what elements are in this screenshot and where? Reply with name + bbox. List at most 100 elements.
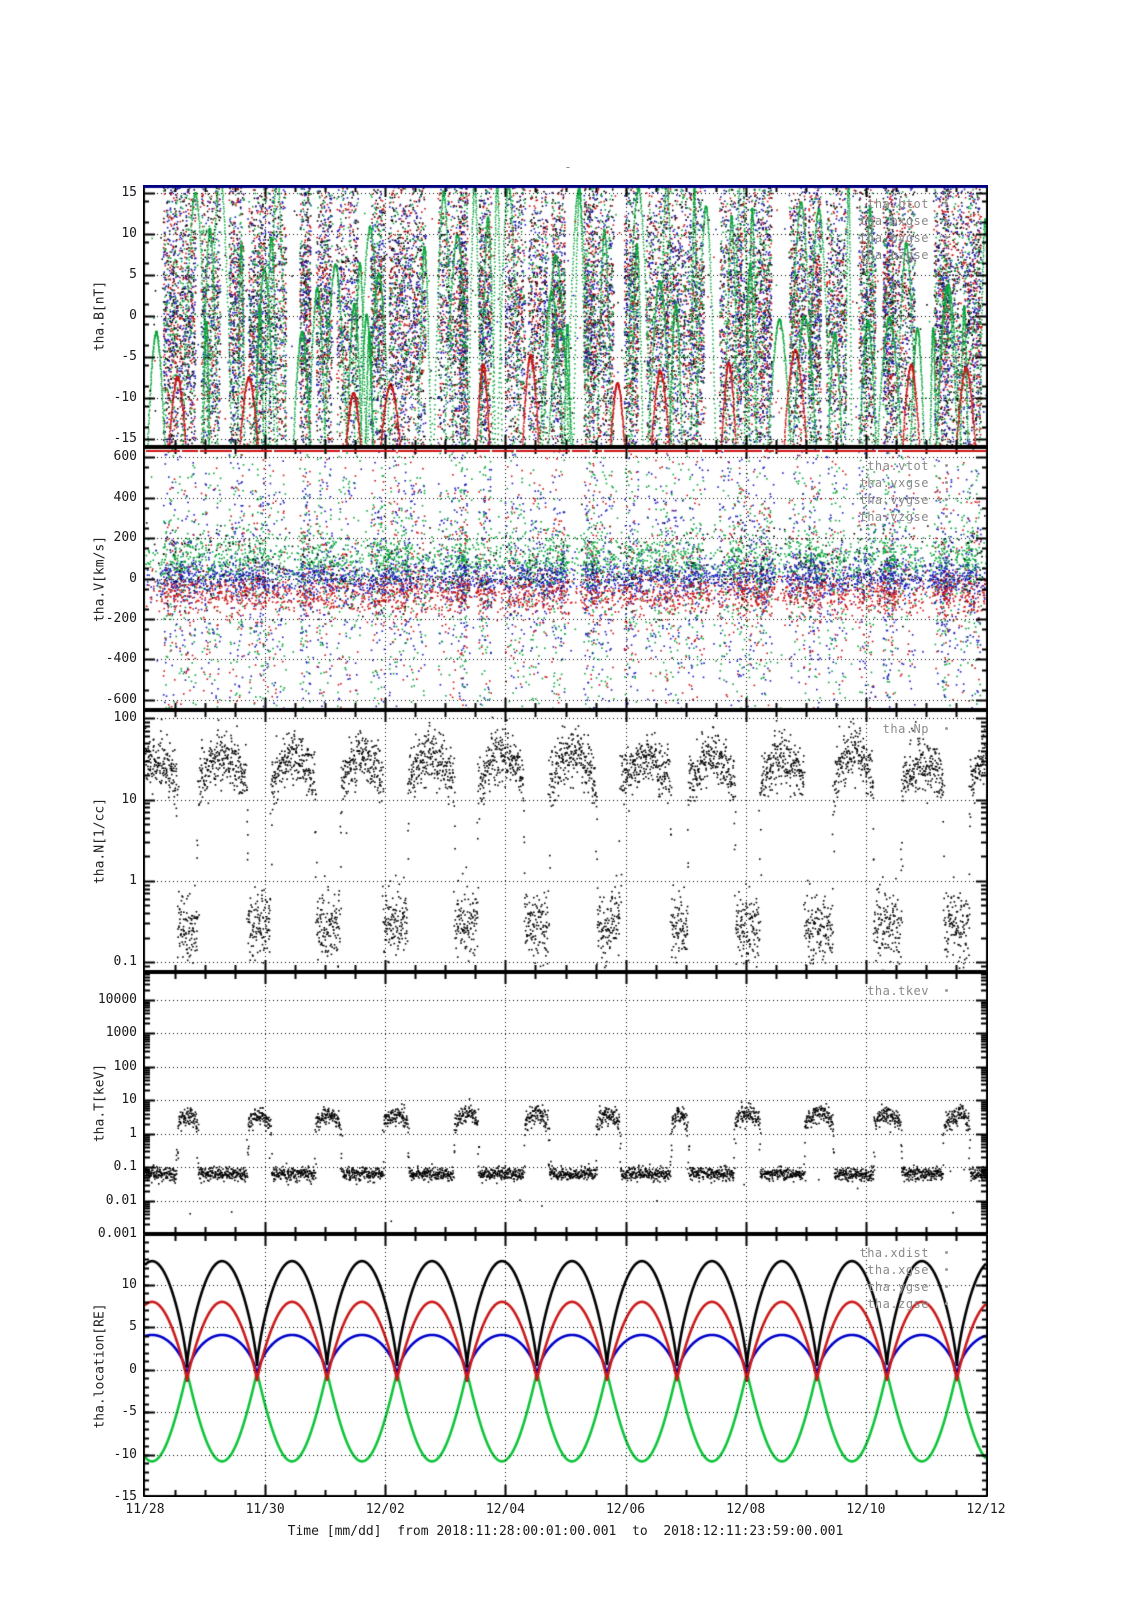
legend-marker-dot [945,727,948,730]
legend-marker-dot [945,1302,948,1305]
y-tick-label: 100 [113,710,137,726]
y-tick-label: -200 [105,610,137,626]
panel-Np-plot-canvas [143,710,988,972]
panel-location-plot-canvas [143,1234,988,1497]
plot-title: - [564,160,572,174]
y-tick-label: -15 [113,1489,137,1504]
legend-marker-dot [945,464,948,467]
legend-marker-dot [945,253,948,256]
panel-Np: tha.Np [143,710,988,972]
legend-item: tha.xdist [859,1244,948,1261]
panel-T-plot-canvas [143,972,988,1234]
y-tick-label: 1000 [105,1025,137,1041]
panel-T: tha.tkev [143,972,988,1234]
legend-marker-dot [945,1268,948,1271]
y-tick-label: 100 [113,1058,137,1074]
y-tick-label: -10 [113,1446,137,1462]
x-tick-label: 12/04 [485,1502,525,1517]
panel-V: tha.vtot tha.vxgse tha.vygse tha.vzgse [143,447,988,710]
legend-label: tha.bzgse [859,247,929,262]
y-axis-label-location: tha.location[RE] [92,1302,108,1429]
legend-marker-dot [945,481,948,484]
legend-item: tha.vtot [859,457,948,474]
y-tick-label: 0 [129,570,137,586]
legend-item: tha.btot [859,195,948,212]
y-tick-label: 600 [113,449,137,465]
y-tick-label: -10 [113,389,137,405]
legend-marker-dot [945,989,948,992]
panel-Np-legend: tha.Np [883,720,948,737]
legend-label: tha.vzgse [859,509,929,524]
legend-label: tha.bygse [859,230,929,245]
x-tick-label: 12/08 [726,1502,766,1517]
panel-location-legend: tha.xdist tha.xgse tha.ygse tha.zgse [859,1244,948,1312]
y-tick-label: -5 [121,1404,137,1420]
legend-label: tha.vxgse [859,475,929,490]
y-tick-label: 400 [113,489,137,505]
y-tick-label: 0.1 [113,954,137,970]
legend-item: tha.vxgse [859,474,948,491]
legend-item: tha.ygse [859,1278,948,1295]
panel-V-legend: tha.vtot tha.vxgse tha.vygse tha.vzgse [859,457,948,525]
legend-label: tha.vtot [867,458,929,473]
x-tick-label: 12/10 [846,1502,886,1517]
legend-marker-dot [945,219,948,222]
legend-item: tha.vzgse [859,508,948,525]
panel-B-legend: tha.btot tha.bxgse tha.bygse tha.bzgse [859,195,948,263]
panel-B-plot-canvas [143,185,988,447]
y-tick-label: 200 [113,530,137,546]
x-tick-label: 11/30 [245,1502,285,1517]
legend-marker-dot [945,1285,948,1288]
legend-marker-dot [945,498,948,501]
legend-label: tha.Np [882,721,929,736]
y-tick-label: 0.001 [97,1226,137,1241]
y-tick-label: 5 [129,1319,137,1335]
panel-location: tha.xdist tha.xgse tha.ygse tha.zgse [143,1234,988,1497]
y-tick-label: 10 [121,1092,137,1108]
legend-marker-dot [945,202,948,205]
legend-label: tha.ygse [867,1279,929,1294]
legend-item: tha.bygse [859,229,948,246]
panel-V-plot-canvas [143,447,988,710]
y-tick-label: 0 [129,308,137,323]
legend-label: tha.vygse [859,492,929,507]
legend-label: tha.xgse [867,1262,929,1277]
x-tick-label: 11/28 [125,1502,165,1517]
legend-item: tha.xgse [859,1261,948,1278]
panel-B: tha.btot tha.bxgse tha.bygse tha.bzgse [143,185,988,447]
y-axis-label-V: tha.V[km/s] [92,535,108,622]
y-tick-label: -15 [113,430,137,446]
legend-label: tha.btot [867,196,929,211]
y-tick-label: 10 [121,791,137,807]
legend-item: tha.tkev [867,982,948,999]
y-tick-label: 1 [129,872,137,888]
y-tick-label: -600 [105,691,137,707]
y-tick-label: 1 [129,1125,137,1141]
legend-marker-dot [945,515,948,518]
legend-item: tha.zgse [859,1295,948,1312]
y-tick-label: 10 [121,226,137,242]
y-tick-label: 5 [129,267,137,283]
legend-item: tha.vygse [859,491,948,508]
x-tick-label: 12/06 [605,1502,646,1517]
legend-label: tha.bxgse [859,213,929,228]
y-tick-label: 0.1 [113,1159,137,1175]
legend-item: tha.bxgse [859,212,948,229]
y-tick-label: 15 [121,185,137,201]
y-tick-label: 10 [121,1276,137,1292]
x-tick-label: 12/02 [365,1502,405,1517]
y-axis-label-T: tha.T[keV] [92,1063,108,1143]
x-tick-label: 12/12 [966,1502,1006,1517]
y-axis-label-Np: tha.N[1/cc] [92,797,108,885]
y-tick-label: 10000 [97,992,137,1008]
panel-T-legend: tha.tkev [867,982,948,999]
y-tick-label: 0 [129,1361,137,1377]
y-tick-label: 0.01 [105,1192,137,1208]
legend-item: tha.Np [883,720,948,737]
legend-marker-dot [945,236,948,239]
legend-label: tha.xdist [859,1245,929,1260]
y-axis-label-B: tha.B[nT] [92,280,108,352]
x-axis-title: Time [mm/dd] from 2018:11:28:00:01:00.00… [287,1524,844,1539]
y-tick-label: -5 [121,348,137,364]
legend-marker-dot [945,1251,948,1254]
